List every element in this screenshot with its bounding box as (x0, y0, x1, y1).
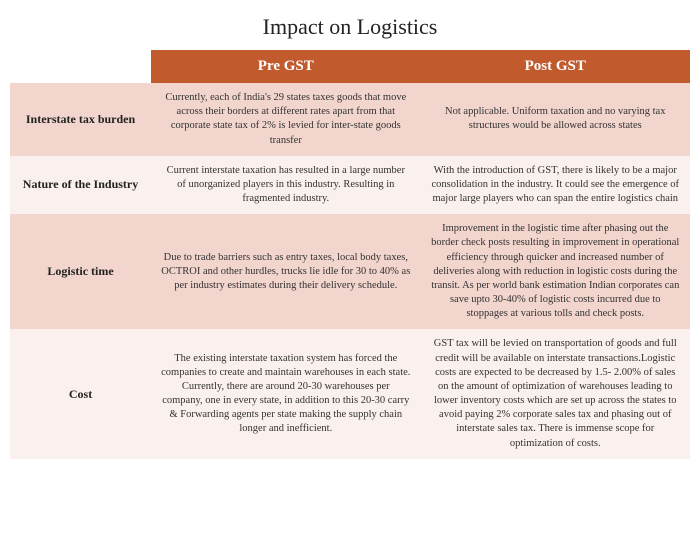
page-title: Impact on Logistics (10, 14, 690, 40)
cell-post: Not applicable. Uniform taxation and no … (421, 83, 690, 156)
cell-post: Improvement in the logistic time after p… (421, 214, 690, 329)
comparison-table: Pre GST Post GST Interstate tax burden C… (10, 50, 690, 459)
col-header-pre: Pre GST (151, 50, 420, 83)
cell-post: With the introduction of GST, there is l… (421, 156, 690, 215)
table-row: Interstate tax burden Currently, each of… (10, 83, 690, 156)
row-label: Nature of the Industry (10, 156, 151, 215)
table-row: Logistic time Due to trade barriers such… (10, 214, 690, 329)
row-label: Interstate tax burden (10, 83, 151, 156)
row-label: Cost (10, 329, 151, 458)
cell-pre: Currently, each of India's 29 states tax… (151, 83, 420, 156)
col-header-post: Post GST (421, 50, 690, 83)
cell-post: GST tax will be levied on transportation… (421, 329, 690, 458)
row-label: Logistic time (10, 214, 151, 329)
table-row: Nature of the Industry Current interstat… (10, 156, 690, 215)
corner-cell (10, 50, 151, 83)
table-row: Cost The existing interstate taxation sy… (10, 329, 690, 458)
cell-pre: Due to trade barriers such as entry taxe… (151, 214, 420, 329)
cell-pre: Current interstate taxation has resulted… (151, 156, 420, 215)
cell-pre: The existing interstate taxation system … (151, 329, 420, 458)
